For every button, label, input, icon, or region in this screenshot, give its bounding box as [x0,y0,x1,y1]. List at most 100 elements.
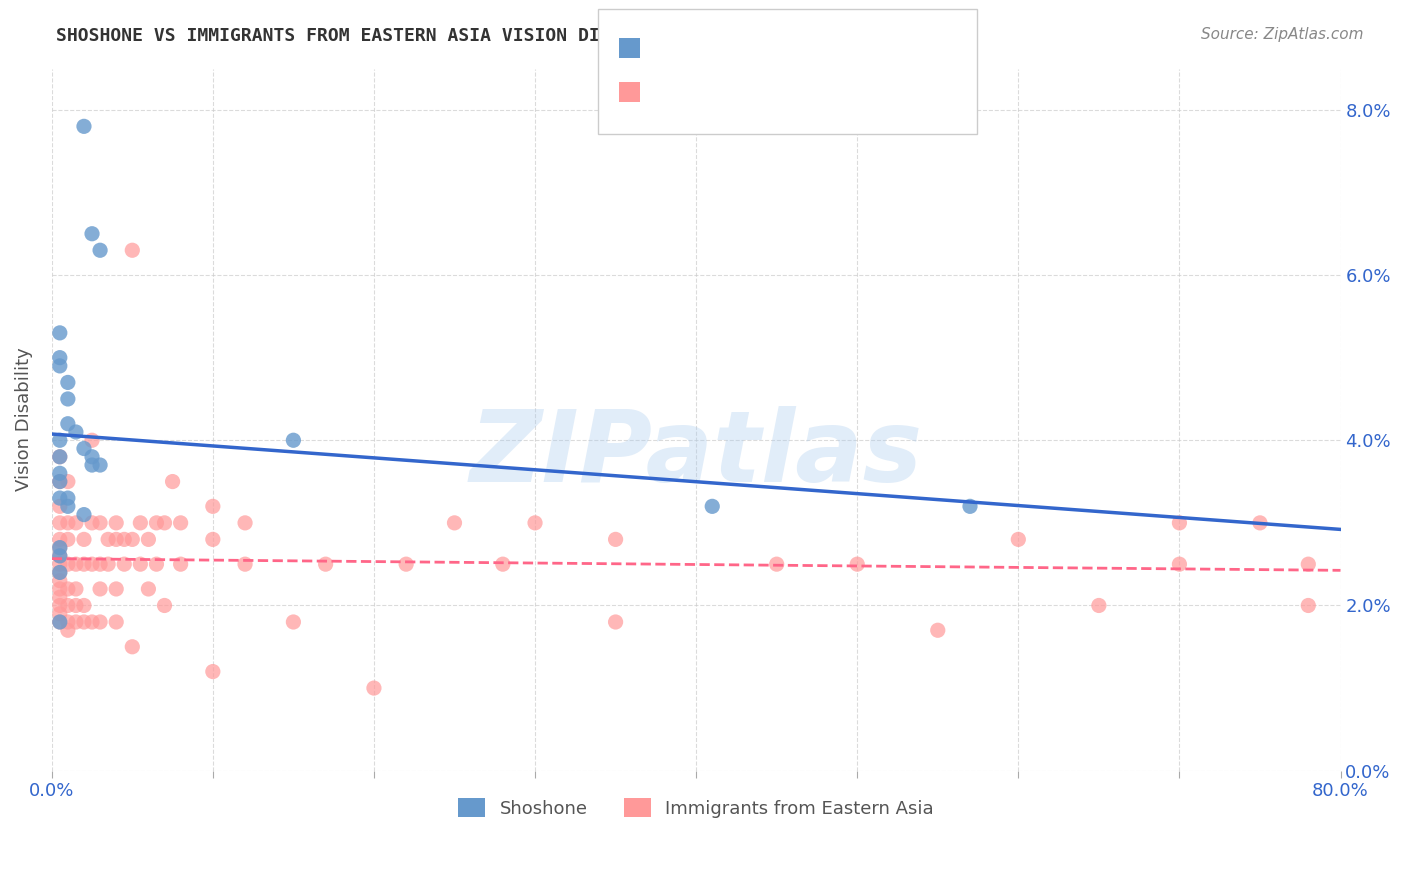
Point [89,615,111,629]
Point [65,516,87,530]
Point [80,450,103,464]
Point [49,326,72,340]
Point [138,582,160,596]
Y-axis label: Vision Disability: Vision Disability [15,348,32,491]
Point [959,500,981,514]
Text: R =  0.094   N = 86: R = 0.094 N = 86 [626,82,787,100]
Point [73,533,96,547]
Point [395,557,418,571]
Point [80,434,103,448]
Point [97,557,120,571]
Point [1088,599,1111,613]
Point [315,557,337,571]
Point [233,516,256,530]
Point [443,516,465,530]
Point [49,351,72,365]
Point [846,557,869,571]
Point [49,591,72,605]
Point [73,615,96,629]
Point [49,467,72,481]
Point [56,417,79,431]
Point [1168,516,1191,530]
Point [56,599,79,613]
Point [121,640,143,654]
Point [49,549,72,563]
Point [80,615,103,629]
Point [65,425,87,439]
Point [49,615,72,629]
Point [105,516,128,530]
Point [80,557,103,571]
Point [702,500,724,514]
Legend: Shoshone, Immigrants from Eastern Asia: Shoshone, Immigrants from Eastern Asia [451,791,941,825]
Point [56,557,79,571]
Point [65,615,87,629]
Point [73,599,96,613]
Point [605,533,627,547]
Point [89,557,111,571]
Point [49,599,72,613]
Point [105,533,128,547]
Point [605,615,627,629]
Point [112,533,135,547]
Point [56,516,79,530]
Point [49,541,72,555]
Point [145,557,167,571]
Point [49,475,72,489]
Point [49,557,72,571]
Point [56,500,79,514]
Text: R = -0.202   N = 29: R = -0.202 N = 29 [626,40,789,58]
Point [65,557,87,571]
Point [49,566,72,580]
Point [927,624,949,638]
Text: Source: ZipAtlas.com: Source: ZipAtlas.com [1201,27,1364,42]
Point [80,516,103,530]
Point [49,450,72,464]
Point [56,475,79,489]
Point [49,533,72,547]
Point [201,500,224,514]
Point [121,244,143,258]
Point [89,458,111,472]
Point [1249,516,1271,530]
Point [49,475,72,489]
Point [233,557,256,571]
Point [73,508,96,522]
Point [1168,557,1191,571]
Point [201,533,224,547]
Point [169,557,191,571]
Point [49,450,72,464]
Point [56,582,79,596]
Point [105,615,128,629]
Point [56,491,79,505]
Point [73,557,96,571]
Text: ZIPatlas: ZIPatlas [470,406,922,503]
Point [105,582,128,596]
Point [283,434,305,448]
Point [73,120,96,134]
Point [112,557,135,571]
Point [89,244,111,258]
Point [49,574,72,588]
Point [121,533,143,547]
Point [49,566,72,580]
Point [153,599,176,613]
Point [56,376,79,390]
Point [765,557,787,571]
Point [169,516,191,530]
Point [56,533,79,547]
Point [56,624,79,638]
Point [65,582,87,596]
Point [80,227,103,241]
Point [49,359,72,373]
Point [49,541,72,555]
Point [49,549,72,563]
Point [1007,533,1029,547]
Point [49,491,72,505]
Point [363,681,385,695]
Point [80,458,103,472]
Point [49,434,72,448]
Point [97,533,120,547]
Point [492,557,515,571]
Point [49,582,72,596]
